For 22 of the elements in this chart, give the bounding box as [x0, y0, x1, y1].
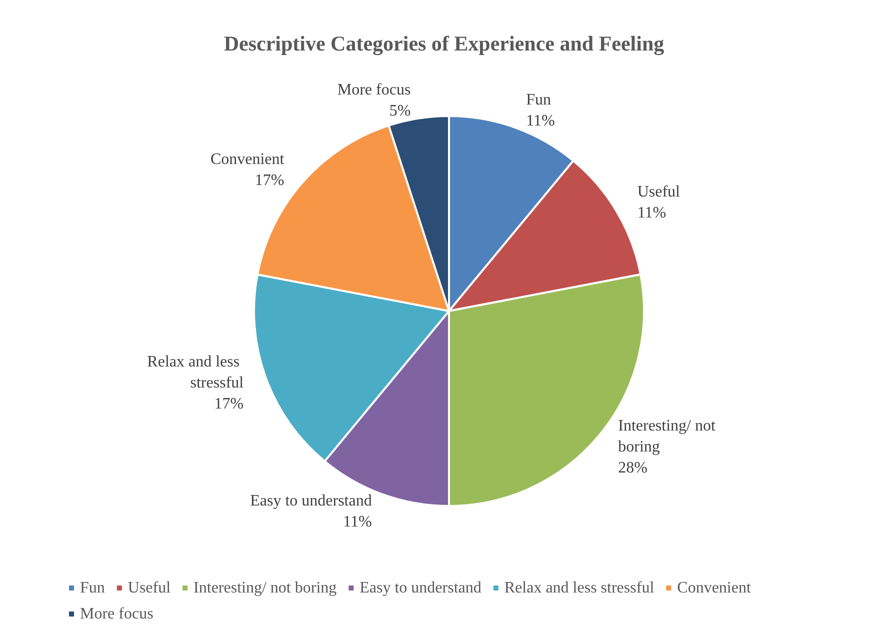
- data-label: 11%: [526, 112, 555, 130]
- legend-label: Fun: [80, 580, 105, 596]
- legend-label: Easy to understand: [360, 580, 482, 596]
- slice-label: Convenient: [210, 151, 285, 168]
- slice-label: Easy to understand: [250, 492, 372, 510]
- data-label: 17%: [254, 172, 284, 190]
- data-label: 11%: [637, 204, 666, 222]
- data-label: 28%: [618, 459, 648, 476]
- data-label: 17%: [214, 396, 244, 413]
- slice-label: Useful: [637, 184, 681, 201]
- slice-label: Relax and less stressful: [147, 354, 244, 392]
- legend-label: Useful: [128, 580, 172, 596]
- chart-title: Descriptive Categories of Experience and Feeling: [224, 32, 665, 56]
- legend-label: More focus: [80, 606, 154, 622]
- slice-label: Interesting/ not boring: [618, 417, 720, 456]
- data-label: 5%: [389, 102, 411, 120]
- data-label: 11%: [343, 513, 372, 530]
- legend-label: Relax and less stressful: [504, 580, 655, 596]
- slice-label: Fun: [526, 92, 552, 109]
- legend-label: Convenient: [677, 580, 752, 596]
- legend-label: Interesting/ not boring: [194, 580, 337, 596]
- slice-label: More focus: [337, 82, 411, 99]
